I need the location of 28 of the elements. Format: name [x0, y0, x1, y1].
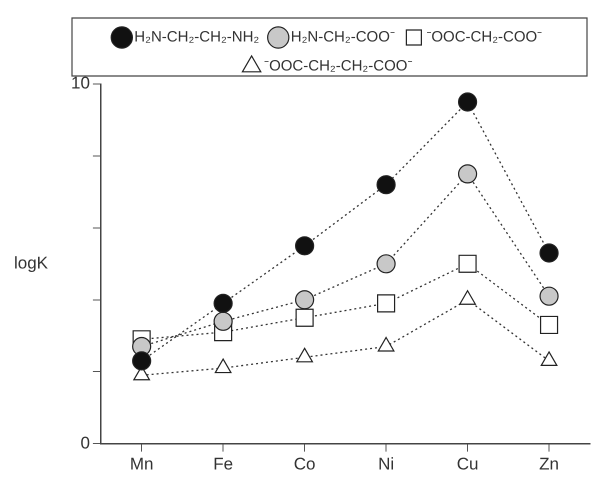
point [295, 236, 314, 256]
point [539, 286, 559, 306]
point [540, 316, 558, 334]
legend-label: ⁻OOC-CH₂-CH₂-COO⁻ [264, 58, 412, 75]
point [296, 308, 314, 327]
point [376, 175, 396, 194]
x-tick-label: Mn [130, 454, 154, 474]
point [458, 164, 478, 184]
legend-label: H₂N-CH₂-CH₂-NH₂ [134, 28, 260, 46]
point [539, 243, 559, 263]
y-axis-title: logK [14, 253, 49, 272]
point [458, 92, 478, 112]
x-tick-label: Zn [539, 454, 559, 474]
legend-label: ⁻OOC-CH₂-COO⁻ [426, 28, 542, 46]
point [377, 294, 396, 312]
x-tick-label: Co [294, 454, 316, 474]
x-tick-label: Ni [378, 454, 394, 474]
point [132, 351, 152, 370]
point [214, 294, 233, 313]
point [376, 254, 396, 274]
y-tick-label: 0 [80, 433, 90, 452]
legend-label: H₂N-CH₂-COO⁻ [290, 28, 395, 46]
point [214, 312, 233, 331]
y-tick-label: 10 [70, 74, 90, 93]
point [295, 290, 314, 310]
x-tick-label: Fe [213, 454, 234, 474]
x-tick-label: Cu [456, 454, 478, 474]
point [458, 254, 477, 273]
